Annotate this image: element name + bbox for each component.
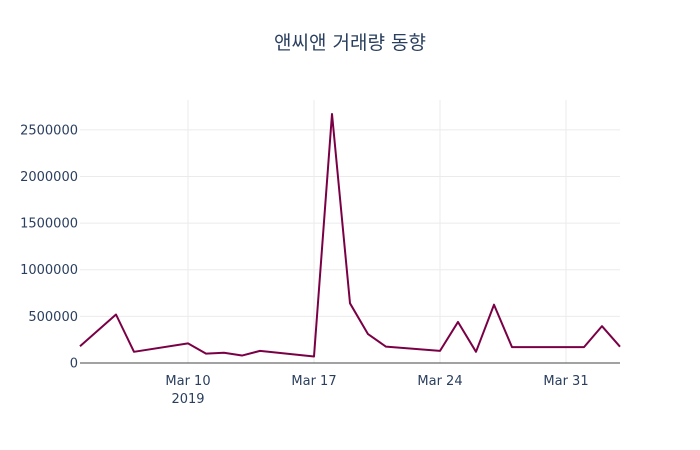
y-tick-label: 2000000 <box>20 170 78 185</box>
x-tick-label: Mar 31 <box>543 374 588 389</box>
y-tick-label: 1000000 <box>20 263 78 278</box>
chart-title: 앤씨앤 거래량 동향 <box>274 32 426 54</box>
y-tick-label: 500000 <box>28 310 78 325</box>
x-tick-label: Mar 10 <box>165 374 210 389</box>
x-tick-label: Mar 17 <box>291 374 336 389</box>
x-tick-year-label: 2019 <box>171 392 204 407</box>
y-tick-label: 0 <box>70 357 78 372</box>
tick-labels: 0 500000 1000000 1500000 2000000 2500000 Mar 1… <box>20 123 589 407</box>
series-layer <box>79 112 621 358</box>
x-tick-label: Mar 24 <box>417 374 462 389</box>
grid-lines <box>80 100 620 363</box>
y-tick-label: 1500000 <box>20 217 78 232</box>
series-line <box>79 112 621 358</box>
y-tick-label: 2500000 <box>20 123 78 138</box>
